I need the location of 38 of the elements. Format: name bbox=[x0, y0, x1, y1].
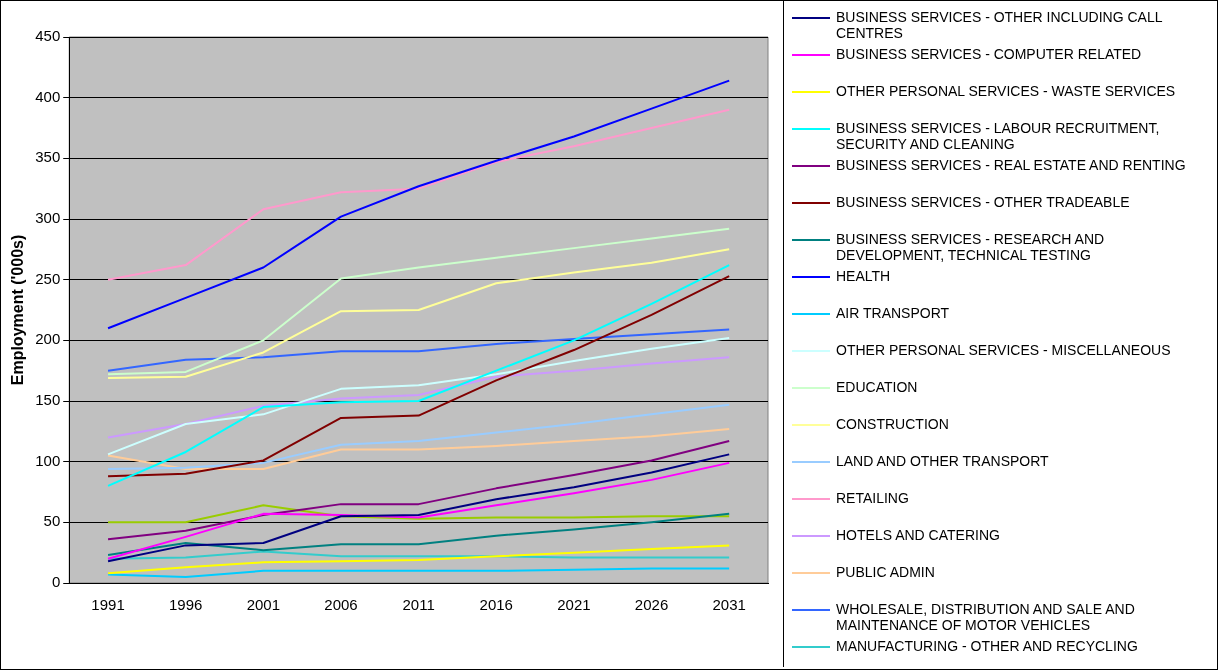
x-tick-label: 2021 bbox=[557, 596, 591, 614]
y-tick-label: 200 bbox=[35, 330, 61, 348]
legend-label: HOTELS AND CATERING bbox=[836, 527, 1000, 543]
x-tick-label: 1991 bbox=[91, 596, 125, 614]
legend-label: OTHER PERSONAL SERVICES - WASTE SERVICES bbox=[836, 83, 1176, 99]
x-tick-label: 2016 bbox=[479, 596, 513, 614]
x-tick-label: 1996 bbox=[169, 596, 203, 614]
y-tick-label: 400 bbox=[35, 87, 61, 105]
x-tick-label: 2011 bbox=[402, 596, 435, 614]
legend-label: MANUFACTURING - OTHER AND RECYCLING bbox=[836, 638, 1138, 654]
legend-label: BUSINESS SERVICES - COMPUTER RELATED bbox=[836, 46, 1142, 62]
y-tick-label: 150 bbox=[35, 391, 61, 409]
legend-label: CONSTRUCTION bbox=[836, 416, 949, 432]
legend-label: BUSINESS SERVICES - RESEARCH AND DEVELOPMENT, TECHNICAL TESTING bbox=[836, 231, 1106, 263]
y-tick-label: 100 bbox=[35, 451, 61, 469]
y-tick-label: 0 bbox=[51, 573, 61, 591]
legend-label: PUBLIC ADMIN bbox=[836, 564, 935, 580]
y-tick-label: 50 bbox=[43, 512, 61, 530]
legend-label: BUSINESS SERVICES - OTHER INCLUDING CALL CENTRES bbox=[836, 9, 1163, 41]
x-tick-label: 2026 bbox=[634, 596, 669, 614]
legend-label: AIR TRANSPORT bbox=[836, 305, 950, 321]
x-tick-label: 2006 bbox=[324, 596, 358, 614]
y-axis-title: Employment ('000s) bbox=[9, 234, 27, 386]
legend-label: EDUCATION bbox=[836, 379, 918, 395]
legend-label: BUSINESS SERVICES - OTHER TRADEABLE bbox=[836, 194, 1130, 210]
legend-label: BUSINESS SERVICES - REAL ESTATE AND RENTING bbox=[836, 157, 1186, 173]
legend-label: WHOLESALE, DISTRIBUTION AND SALE AND MAINTENANCE OF MOTOR VEHICLES bbox=[836, 601, 1136, 633]
legend-label: LAND AND OTHER TRANSPORT bbox=[836, 453, 1049, 469]
y-tick-label: 300 bbox=[35, 209, 61, 227]
legend-label: OTHER PERSONAL SERVICES - MISCELLANEOUS bbox=[836, 342, 1171, 358]
x-tick-label: 2001 bbox=[246, 596, 281, 614]
legend-label: HEALTH bbox=[836, 268, 891, 284]
legend-label: RETAILING bbox=[836, 490, 909, 506]
y-tick-label: 450 bbox=[35, 27, 61, 45]
y-tick-label: 250 bbox=[35, 269, 61, 287]
y-tick-label: 350 bbox=[35, 148, 61, 166]
legend-label: BUSINESS SERVICES - LABOUR RECRUITMENT, SECURITY AND CLEANING bbox=[836, 120, 1161, 152]
x-tick-label: 2031 bbox=[712, 596, 746, 614]
